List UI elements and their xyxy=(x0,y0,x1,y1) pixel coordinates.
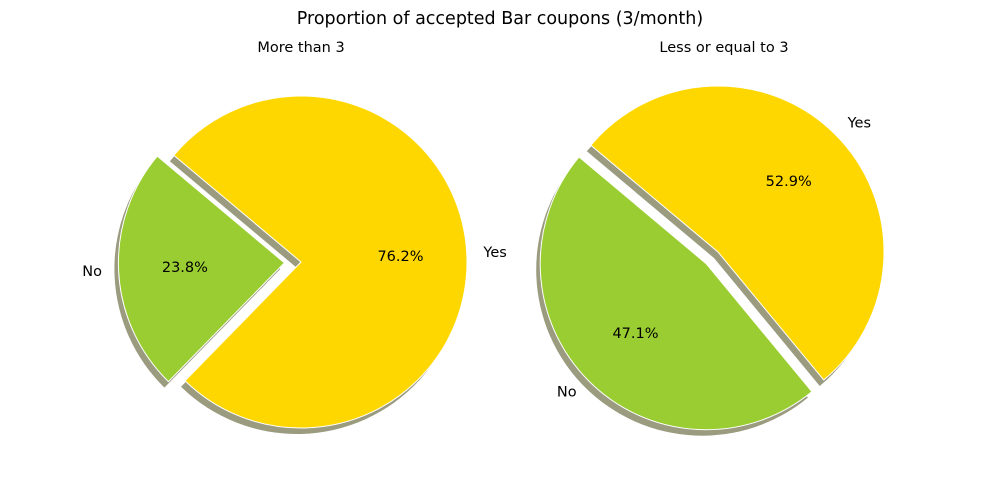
pie-slices-less-or-equal-3: No 47.1% Yes 52.9% xyxy=(536,85,885,436)
slice-pct-yes-more-than-3: 76.2% xyxy=(377,249,423,265)
pie-title-more-than-3: More than 3 xyxy=(257,40,344,56)
slice-label-no-less-or-equal-to-3: No xyxy=(557,384,577,400)
pie-chart-more-than-3: More than 3 No 23.8% Yes 76.2% xyxy=(82,40,507,435)
pie-chart-less-or-equal-3: Less or equal to 3 No 47.1% Yes 52.9% xyxy=(536,40,885,436)
slice-yes-more-than-3 xyxy=(173,95,468,429)
pie-slices-more-than-3: No 23.8% Yes 76.2% xyxy=(82,95,507,435)
slice-pct-no-more-than-3: 23.8% xyxy=(162,260,208,276)
slice-label-no-more-than-3: No xyxy=(82,264,102,280)
slice-label-yes-less-or-equal-to-3: Yes xyxy=(847,115,871,131)
slice-yes-less-or-equal-to-3 xyxy=(590,85,885,381)
pie-title-less-or-equal-3: Less or equal to 3 xyxy=(659,40,788,56)
slice-no-less-or-equal-to-3 xyxy=(539,156,813,431)
slice-no-more-than-3 xyxy=(117,155,286,383)
slice-pct-no-less-or-equal-to-3: 47.1% xyxy=(612,326,658,342)
chart-title: Proportion of accepted Bar coupons (3/mo… xyxy=(297,9,703,29)
slice-pct-yes-less-or-equal-to-3: 52.9% xyxy=(766,174,812,190)
slice-label-yes-more-than-3: Yes xyxy=(482,245,506,261)
